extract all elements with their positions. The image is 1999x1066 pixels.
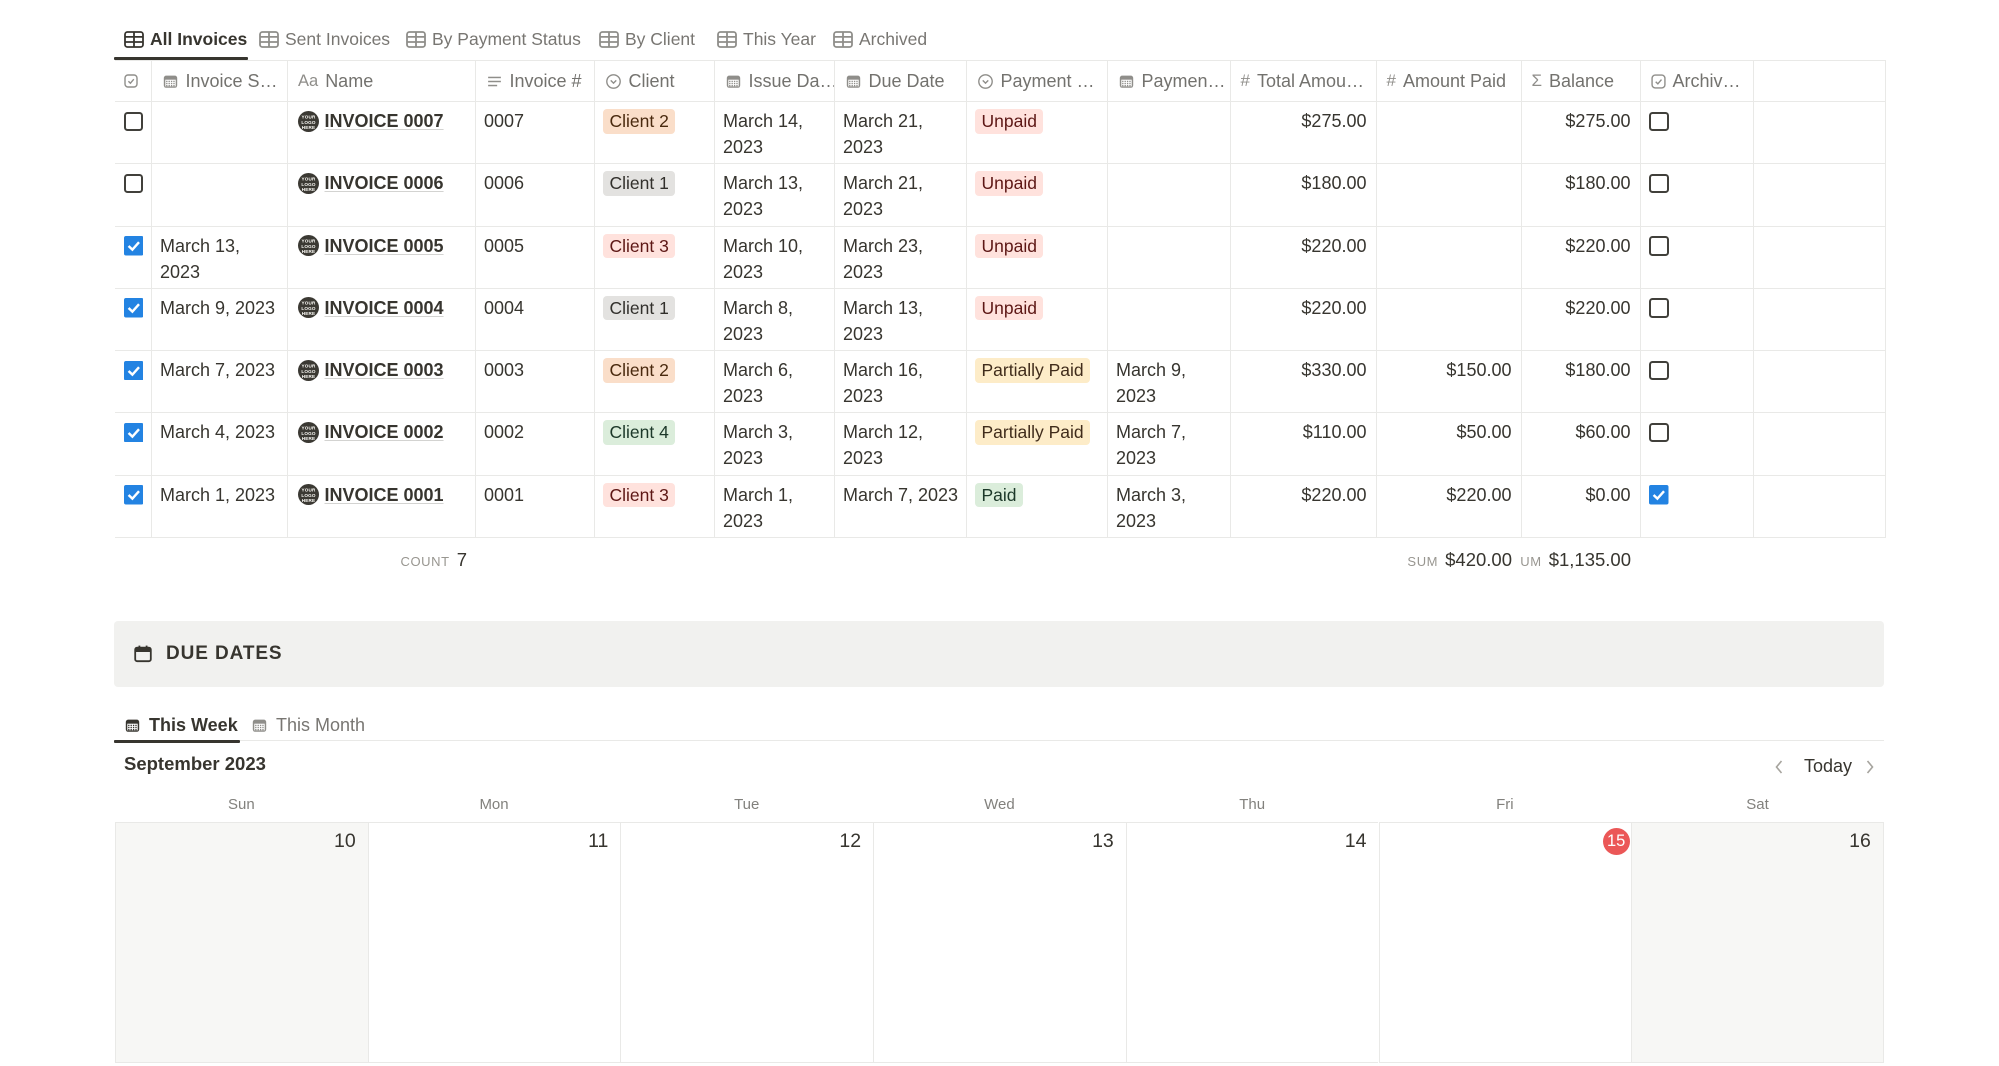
svg-text:YOUR: YOUR [301,363,316,368]
svg-text:YOUR: YOUR [301,426,316,431]
svg-text:YOUR: YOUR [301,488,316,493]
svg-text:HERE: HERE [301,125,315,130]
svg-text:YOUR: YOUR [301,301,316,306]
svg-text:LOGO: LOGO [301,431,316,436]
svg-text:LOGO: LOGO [301,306,316,311]
svg-text:HERE: HERE [301,187,315,192]
svg-text:LOGO: LOGO [301,182,316,187]
svg-text:LOGO: LOGO [301,369,316,374]
svg-text:YOUR: YOUR [301,176,316,181]
svg-text:HERE: HERE [301,498,315,503]
svg-text:HERE: HERE [301,249,315,254]
svg-text:LOGO: LOGO [301,244,316,249]
svg-text:LOGO: LOGO [301,493,316,498]
svg-text:HERE: HERE [301,436,315,441]
svg-text:HERE: HERE [301,374,315,379]
svg-text:HERE: HERE [301,312,315,317]
svg-text:YOUR: YOUR [301,239,316,244]
svg-text:YOUR: YOUR [301,114,316,119]
svg-text:LOGO: LOGO [301,119,316,124]
